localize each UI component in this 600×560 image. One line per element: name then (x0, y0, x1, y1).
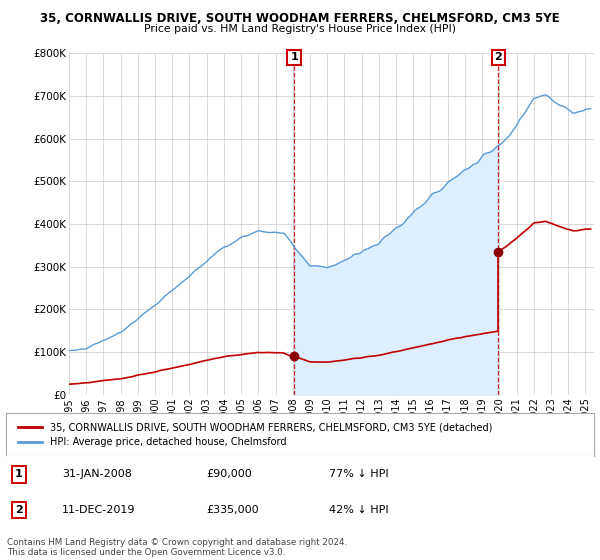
Legend: 35, CORNWALLIS DRIVE, SOUTH WOODHAM FERRERS, CHELMSFORD, CM3 5YE (detached), HPI: 35, CORNWALLIS DRIVE, SOUTH WOODHAM FERR… (14, 418, 496, 451)
Text: Contains HM Land Registry data © Crown copyright and database right 2024.
This d: Contains HM Land Registry data © Crown c… (7, 538, 347, 557)
Text: 11-DEC-2019: 11-DEC-2019 (62, 505, 136, 515)
Text: Price paid vs. HM Land Registry's House Price Index (HPI): Price paid vs. HM Land Registry's House … (144, 24, 456, 34)
Text: 31-JAN-2008: 31-JAN-2008 (62, 469, 132, 479)
Text: 1: 1 (290, 53, 298, 63)
Text: 35, CORNWALLIS DRIVE, SOUTH WOODHAM FERRERS, CHELMSFORD, CM3 5YE: 35, CORNWALLIS DRIVE, SOUTH WOODHAM FERR… (40, 12, 560, 25)
Text: 1: 1 (15, 469, 23, 479)
Text: £335,000: £335,000 (206, 505, 259, 515)
Text: £90,000: £90,000 (206, 469, 251, 479)
Text: 2: 2 (15, 505, 23, 515)
Text: 2: 2 (494, 53, 502, 63)
Text: 77% ↓ HPI: 77% ↓ HPI (329, 469, 389, 479)
Text: 42% ↓ HPI: 42% ↓ HPI (329, 505, 389, 515)
